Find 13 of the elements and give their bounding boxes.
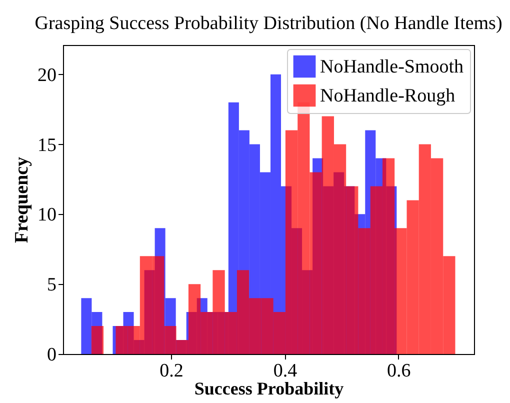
x-tick-label: 0.2	[160, 360, 184, 382]
y-tick-label: 20	[38, 64, 56, 86]
x-tick-label: 0.4	[273, 360, 298, 382]
legend-label: NoHandle-Rough	[320, 86, 456, 106]
y-axis-title: Frequency	[12, 156, 32, 244]
y-tick-label: 10	[38, 204, 56, 226]
x-axis-title: Success Probability	[194, 378, 344, 398]
chart-title: Grasping Success Probability Distribution (No Handle Items)	[34, 13, 502, 34]
y-tick-label: 0	[47, 344, 56, 366]
y-tick-label: 5	[47, 274, 56, 296]
legend-label: NoHandle-Smooth	[320, 56, 464, 78]
x-tick-label: 0.6	[387, 360, 411, 382]
y-tick-label: 15	[38, 134, 56, 156]
